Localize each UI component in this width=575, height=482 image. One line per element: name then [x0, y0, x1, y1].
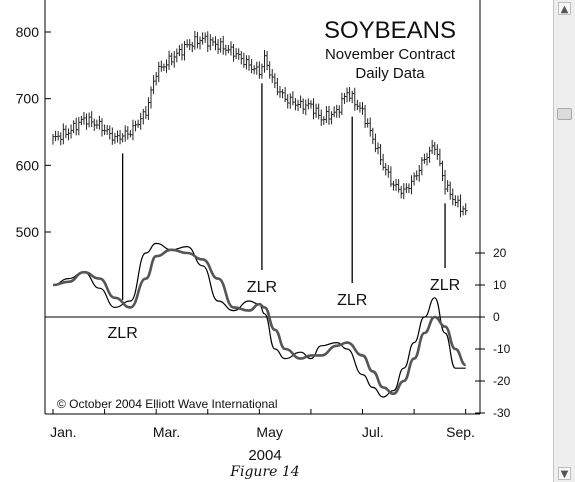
oscillator-tick-label: 0 [493, 310, 500, 324]
price-tick-label: 800 [16, 24, 40, 40]
oscillator-tick-label: -10 [493, 342, 511, 356]
price-tick-label: 700 [16, 91, 40, 107]
chart-subtitle-line-2: Daily Data [355, 65, 425, 82]
zlr-label-3: ZLR [337, 292, 367, 309]
x-tick-label: Jan. [50, 424, 76, 440]
figure-caption: Figure 14 [230, 464, 300, 480]
price-bars [52, 30, 468, 218]
oscillator-tick-label: -20 [493, 374, 511, 388]
copyright-note: © October 2004 Elliott Wave Internationa… [57, 397, 278, 411]
price-tick-label: 500 [16, 224, 40, 240]
zlr-label-1: ZLR [108, 325, 138, 342]
scrollbar-thumb[interactable] [557, 108, 572, 120]
oscillator-tick-label: 10 [493, 278, 507, 292]
chevron-down-icon[interactable]: ▼ [558, 467, 571, 480]
chart-title: SOYBEANS [324, 17, 456, 44]
x-tick-label: Jul. [362, 424, 384, 440]
x-tick-label: May [256, 424, 282, 440]
x-tick-label: Sep. [446, 424, 475, 440]
vertical-scrollbar[interactable]: ▲ ▼ [553, 0, 575, 482]
x-axis-label: 2004 [248, 447, 281, 464]
chart-subtitle-line-1: November Contract [325, 46, 456, 63]
soybeans-chart: ZLR ZLR ZLR ZLR 800 700 600 500 20 10 0 -10 -20 -30 J… [16, 0, 511, 464]
zlr-label-4: ZLR [430, 277, 460, 294]
chevron-up-icon[interactable]: ▲ [558, 2, 571, 15]
oscillator-lines [52, 242, 467, 398]
price-tick-label: 600 [16, 157, 40, 173]
zlr-label-2: ZLR [247, 279, 277, 296]
x-tick-label: Mar. [153, 424, 180, 440]
oscillator-line-fast [52, 242, 466, 398]
oscillator-tick-label: 20 [493, 246, 507, 260]
oscillator-line-slow [52, 248, 467, 396]
oscillator-tick-label: -30 [493, 406, 511, 420]
zlr-annotations: ZLR ZLR ZLR ZLR [108, 83, 460, 342]
plot-frame [44, 0, 481, 415]
axes: 800 700 600 500 20 10 0 -10 -20 -30 Jan. Mar. May Jul… [16, 24, 511, 440]
